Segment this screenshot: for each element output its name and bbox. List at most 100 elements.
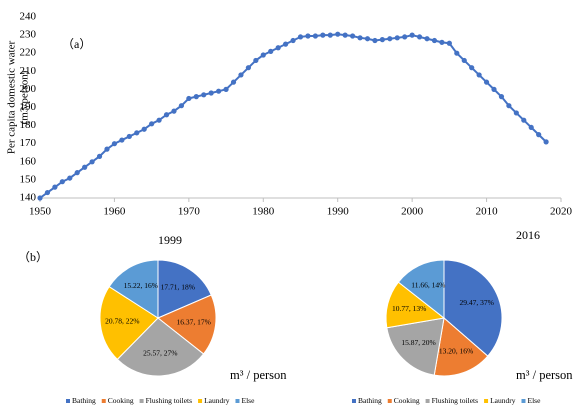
legend-label: Cooking xyxy=(108,396,134,405)
annotation: （a） xyxy=(62,37,91,51)
y-tick-label: 190 xyxy=(20,101,37,113)
pie-slice xyxy=(157,259,212,319)
marker xyxy=(193,94,199,100)
marker xyxy=(268,48,274,54)
legend-swatch xyxy=(387,399,392,403)
y-tick-label: 200 xyxy=(20,83,37,95)
marker xyxy=(126,133,132,140)
pie-slice xyxy=(386,317,445,376)
x-tick-label: 2010 xyxy=(476,206,499,218)
line xyxy=(39,33,547,199)
y-tick-label: 140 xyxy=(20,192,37,204)
y-tick-label: 150 xyxy=(20,173,37,185)
marker xyxy=(513,110,519,116)
y-tick-label: 160 xyxy=(20,155,37,167)
marker xyxy=(402,34,408,40)
marker xyxy=(52,184,58,190)
marker xyxy=(536,132,542,138)
marker xyxy=(119,137,125,143)
data-label: 29.47, 37% xyxy=(460,298,494,307)
marker xyxy=(230,79,237,85)
marker xyxy=(245,65,251,71)
legend-swatch xyxy=(484,399,489,403)
y-axis-label: (m3/person) xyxy=(19,70,31,124)
marker xyxy=(223,86,229,92)
marker xyxy=(134,130,140,136)
marker xyxy=(476,72,482,78)
marker xyxy=(454,50,460,56)
marker xyxy=(208,90,214,96)
legend-label: Laundry xyxy=(490,396,516,405)
marker xyxy=(283,41,289,47)
marker xyxy=(201,92,207,98)
legend-label: Cooking xyxy=(394,396,420,405)
marker xyxy=(416,34,423,40)
marker xyxy=(528,124,534,131)
pie-slice xyxy=(99,285,159,361)
marker xyxy=(149,121,155,127)
marker xyxy=(521,117,527,123)
marker xyxy=(461,57,467,64)
legend-label: Bathing xyxy=(72,396,96,405)
data-label: 13.20, 16% xyxy=(439,347,473,356)
legend-swatch xyxy=(198,399,203,403)
marker xyxy=(44,189,51,196)
marker xyxy=(312,33,318,39)
marker xyxy=(357,35,363,41)
marker xyxy=(37,195,43,201)
marker xyxy=(141,126,147,132)
legend-label: Laundry xyxy=(204,396,230,405)
marker xyxy=(253,57,259,64)
marker xyxy=(394,35,400,41)
marker xyxy=(342,32,348,38)
pie-slice xyxy=(108,259,159,319)
data-label: 10.77, 13% xyxy=(392,304,426,313)
marker xyxy=(178,103,185,109)
marker xyxy=(260,52,266,58)
marker xyxy=(305,33,311,39)
marker xyxy=(104,146,110,152)
y-tick-label: 180 xyxy=(20,119,37,131)
marker xyxy=(469,65,475,71)
pie-title: 2016 xyxy=(516,228,540,242)
x-tick-label: 2020 xyxy=(550,206,573,218)
marker xyxy=(439,39,445,45)
marker xyxy=(89,159,95,165)
legend-swatch xyxy=(139,399,144,403)
marker xyxy=(82,164,88,170)
legend-swatch xyxy=(235,399,240,403)
legend-swatch xyxy=(66,399,70,403)
marker xyxy=(335,31,341,37)
data-label: 15.22, 16% xyxy=(124,281,158,290)
x-tick-label: 1970 xyxy=(178,206,201,218)
marker xyxy=(275,45,281,51)
marker xyxy=(446,40,452,46)
data-label: 11.66, 14% xyxy=(411,280,445,289)
marker xyxy=(74,170,80,176)
marker xyxy=(364,36,371,42)
pie-slice xyxy=(397,259,445,320)
x-tick-label: 1980 xyxy=(252,206,275,218)
marker xyxy=(379,37,385,43)
marker xyxy=(238,72,244,78)
pie-slice xyxy=(116,317,205,377)
x-tick-label: 2000 xyxy=(401,206,424,218)
marker xyxy=(483,79,490,85)
marker xyxy=(297,34,304,40)
data-label: 16.37, 17% xyxy=(176,317,210,326)
marker xyxy=(387,36,393,42)
unit-label: m³ / person xyxy=(230,368,287,382)
y-axis-label: Per capita domestic water xyxy=(6,41,18,155)
legend-label: Bathing xyxy=(358,396,382,405)
marker xyxy=(186,95,192,102)
data-label: 17.71, 18% xyxy=(161,283,195,292)
marker xyxy=(491,86,497,92)
marker xyxy=(424,36,430,42)
legend-swatch xyxy=(425,399,430,403)
unit-label: m³ / person xyxy=(516,368,573,382)
x-tick-label: 1960 xyxy=(103,206,126,218)
x-tick-label: 1990 xyxy=(327,206,350,218)
pie-slice xyxy=(157,294,217,355)
legend-label: Flushing toilets xyxy=(146,396,193,405)
